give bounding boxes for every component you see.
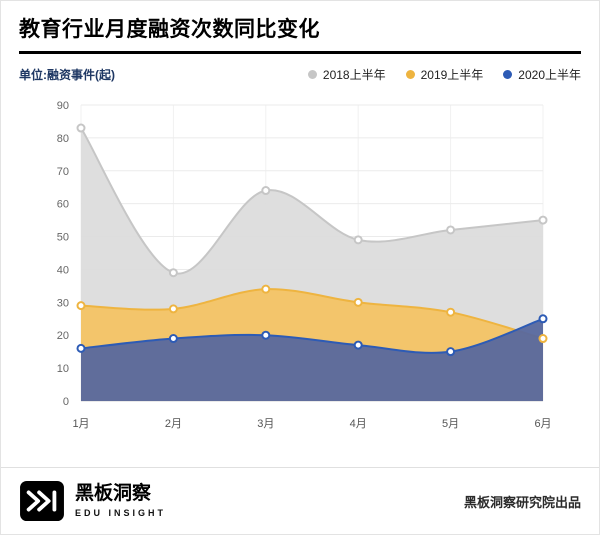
y-axis-label: 60	[57, 199, 69, 211]
y-axis-label: 70	[57, 166, 69, 178]
legend-item-2018: 2018上半年	[307, 66, 386, 83]
legend-dot-2020	[503, 70, 513, 80]
header: 教育行业月度融资次数同比变化 单位:融资事件(起) 2018上半年 2019上半…	[1, 1, 599, 83]
legend: 2018上半年 2019上半年 2020上半年	[307, 66, 581, 83]
legend-label-2018: 2018上半年	[322, 68, 386, 83]
y-axis-label: 0	[63, 396, 69, 408]
legend-dot-2018	[307, 70, 317, 80]
y-axis-label: 80	[57, 133, 69, 145]
x-axis-label: 4月	[350, 418, 367, 430]
series-marker-2019上半年	[353, 298, 363, 308]
series-line-2019上半年	[80, 288, 544, 340]
series-marker-2020上半年	[168, 334, 178, 344]
series-marker-2020上半年	[76, 344, 86, 354]
y-axis-label: 90	[57, 100, 69, 112]
credit-text: 黑板洞察研究院出品	[463, 494, 581, 510]
legend-item-2020: 2020上半年	[503, 66, 581, 83]
brand: 黑板洞察 EDU INSIGHT	[19, 480, 166, 522]
legend-label-2020: 2020上半年	[518, 68, 581, 83]
series-marker-2019上半年	[168, 304, 178, 314]
y-axis-label: 40	[57, 265, 69, 277]
series-marker-2018上半年	[446, 225, 456, 235]
title-rule	[19, 51, 581, 55]
series-marker-2019上半年	[446, 307, 456, 317]
series-marker-2018上半年	[353, 235, 363, 245]
series-marker-2018上半年	[538, 215, 548, 225]
y-axis-label: 30	[57, 298, 69, 310]
meta-row: 单位:融资事件(起) 2018上半年 2019上半年 2020上半年	[19, 66, 581, 83]
unit-label: 单位:融资事件(起)	[19, 68, 115, 83]
y-axis-label: 50	[57, 232, 69, 244]
series-area-2020上半年	[81, 319, 543, 402]
x-axis-label: 1月	[72, 418, 89, 430]
x-axis-label: 6月	[534, 418, 551, 430]
series-marker-2019上半年	[261, 284, 271, 294]
y-axis-label: 20	[57, 331, 69, 343]
legend-label-2019: 2019上半年	[420, 68, 484, 83]
series-marker-2020上半年	[261, 331, 271, 341]
series-marker-2020上半年	[353, 340, 363, 350]
series-marker-2018上半年	[168, 268, 178, 278]
chart-title: 教育行业月度融资次数同比变化	[19, 18, 320, 41]
brand-logo-icon	[20, 480, 64, 522]
series-marker-2019上半年	[538, 334, 548, 344]
series-marker-2020上半年	[538, 314, 548, 324]
brand-name: 黑板洞察	[75, 483, 152, 505]
series-line-2020上半年	[80, 318, 544, 355]
x-axis-label: 5月	[442, 418, 459, 430]
footer: 黑板洞察 EDU INSIGHT 黑板洞察研究院出品	[1, 467, 599, 534]
series-marker-2020上半年	[446, 347, 456, 357]
x-axis-label: 3月	[257, 418, 274, 430]
y-axis-label: 10	[57, 363, 69, 375]
legend-item-2019: 2019上半年	[405, 66, 484, 83]
legend-dot-2019	[405, 70, 415, 80]
brand-text: 黑板洞察 EDU INSIGHT	[75, 483, 167, 518]
series-marker-2018上半年	[76, 123, 86, 133]
chart-canvas: 0 10 20 30 40 50 60 70 80 90 1月 2月 3月 4月 5月 6月	[57, 100, 552, 430]
x-axis-label: 2月	[165, 418, 182, 430]
brand-subtitle: EDU INSIGHT	[75, 507, 167, 518]
series-marker-2018上半年	[261, 186, 271, 196]
series-marker-2019上半年	[76, 301, 86, 311]
